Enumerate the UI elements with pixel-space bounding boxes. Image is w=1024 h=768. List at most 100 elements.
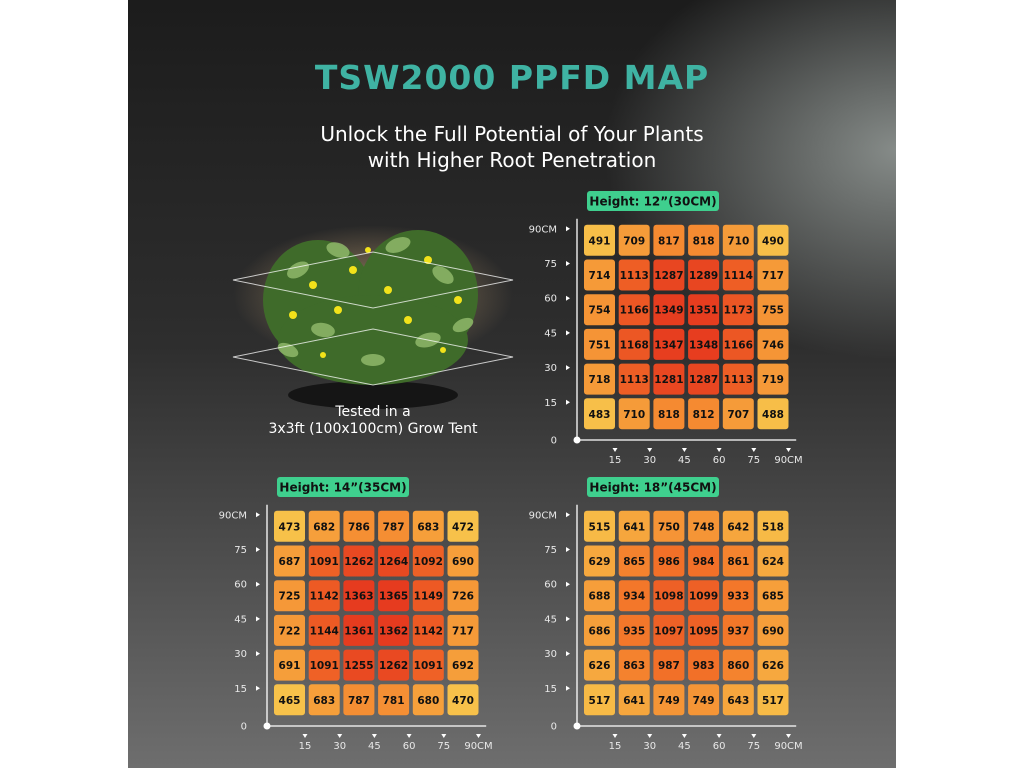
x-tick-arrow bbox=[302, 734, 308, 738]
height-badge bbox=[587, 477, 719, 497]
y-tick-arrow bbox=[566, 330, 570, 336]
plant-caption-line-2: 3x3ft (100x100cm) Grow Tent bbox=[268, 421, 478, 437]
ppfd-cell bbox=[722, 259, 754, 291]
ppfd-cell bbox=[308, 614, 340, 646]
y-tick-arrow bbox=[256, 616, 260, 622]
x-tick-arrow bbox=[751, 734, 757, 738]
x-tick-label: 75 bbox=[747, 455, 760, 466]
ppfd-cell bbox=[688, 545, 720, 577]
ppfd-cell-value: 683 bbox=[313, 695, 335, 707]
ppfd-cell-value: 984 bbox=[693, 556, 715, 568]
height-badge-label: Height: 12”(30CM) bbox=[589, 195, 716, 209]
ppfd-cell-value: 517 bbox=[589, 695, 611, 707]
ppfd-cell-value: 1347 bbox=[654, 339, 683, 351]
ppfd-cell-value: 1098 bbox=[654, 591, 683, 603]
ppfd-cell bbox=[378, 580, 410, 612]
ppfd-cell bbox=[308, 545, 340, 577]
subtitle-line-2: with Higher Root Penetration bbox=[367, 148, 657, 172]
y-tick-arrow bbox=[566, 365, 570, 371]
ppfd-cell bbox=[412, 510, 444, 542]
x-tick-label: 60 bbox=[403, 741, 416, 752]
y-tick-arrow bbox=[566, 547, 570, 552]
ppfd-cell-value: 690 bbox=[762, 625, 784, 637]
y-tick-label: 60 bbox=[234, 580, 247, 591]
x-tick-arrow bbox=[612, 734, 618, 738]
ppfd-cell-value: 781 bbox=[383, 695, 405, 707]
ppfd-cell-value: 861 bbox=[727, 556, 749, 568]
ppfd-cell-value: 641 bbox=[623, 521, 645, 533]
ppfd-cell-value: 1166 bbox=[724, 339, 753, 351]
ppfd-cell bbox=[722, 328, 754, 360]
ppfd-cell-value: 1113 bbox=[620, 270, 649, 282]
ppfd-cell-value: 860 bbox=[727, 660, 749, 672]
ppfd-cell-value: 817 bbox=[658, 235, 680, 247]
ppfd-cell bbox=[584, 545, 615, 577]
y-tick-label: 0 bbox=[551, 436, 557, 447]
ppfd-cell-value: 1264 bbox=[379, 556, 408, 568]
ppfd-cell bbox=[584, 294, 615, 326]
ppfd-cell-value: 517 bbox=[762, 695, 784, 707]
ppfd-cell-value: 1142 bbox=[310, 591, 339, 603]
ppfd-cell-value: 710 bbox=[623, 409, 645, 421]
ppfd-cell bbox=[722, 510, 754, 542]
ppfd-cell-value: 488 bbox=[762, 409, 784, 421]
ppfd-cell-value: 1362 bbox=[379, 625, 408, 637]
ppfd-cell bbox=[584, 363, 615, 395]
ppfd-cell-value: 812 bbox=[693, 409, 715, 421]
y-tick-label: 60 bbox=[544, 580, 557, 591]
y-tick-arrow bbox=[256, 685, 260, 691]
ppfd-cell bbox=[447, 649, 479, 681]
height-badge bbox=[277, 477, 409, 497]
ppfd-cell bbox=[688, 580, 720, 612]
ppfd-cell-value: 1091 bbox=[310, 556, 339, 568]
ppfd-cell bbox=[274, 545, 305, 577]
y-tick-label: 30 bbox=[544, 649, 557, 660]
ppfd-cell bbox=[688, 363, 720, 395]
ppfd-cell bbox=[584, 328, 615, 360]
ppfd-cell bbox=[274, 510, 305, 542]
ppfd-cell bbox=[653, 614, 685, 646]
ppfd-cell-value: 719 bbox=[762, 374, 784, 386]
ppfd-cell bbox=[378, 684, 410, 716]
ppfd-cell-value: 688 bbox=[589, 591, 611, 603]
ppfd-cell-value: 1144 bbox=[310, 625, 339, 637]
page-title: TSW2000 PPFD MAP bbox=[314, 58, 710, 97]
ppfd-cell-value: 491 bbox=[589, 235, 611, 247]
ppfd-cell bbox=[618, 224, 650, 256]
ppfd-cell bbox=[653, 649, 685, 681]
ppfd-cell-value: 717 bbox=[452, 625, 474, 637]
ppfd-cell bbox=[618, 614, 650, 646]
ppfd-cell bbox=[688, 259, 720, 291]
ppfd-map-panel: TSW2000 PPFD MAP Unlock the Full Potenti… bbox=[128, 0, 896, 768]
x-tick-arrow bbox=[612, 448, 618, 452]
x-tick-arrow bbox=[681, 448, 687, 452]
ppfd-cell-value: 515 bbox=[589, 521, 611, 533]
ppfd-cell bbox=[653, 580, 685, 612]
ppfd-cell-value: 1113 bbox=[620, 374, 649, 386]
x-tick-label: 90CM bbox=[774, 455, 802, 466]
ppfd-cell bbox=[688, 224, 720, 256]
ppfd-cell-value: 472 bbox=[452, 521, 474, 533]
ppfd-cell bbox=[653, 224, 685, 256]
y-tick-arrow bbox=[566, 651, 570, 657]
ppfd-cell bbox=[757, 580, 789, 612]
x-tick-label: 30 bbox=[643, 455, 656, 466]
ppfd-cell bbox=[378, 649, 410, 681]
ppfd-cell bbox=[757, 398, 789, 430]
ppfd-cell-value: 1092 bbox=[414, 556, 443, 568]
ppfd-cell-value: 749 bbox=[693, 695, 715, 707]
ppfd-heatmap-12in: Height: 12”(30CM) 90CM 75 60 45 30 15 0 15 30 45 60… bbox=[529, 191, 803, 466]
ppfd-cell-value: 934 bbox=[623, 591, 645, 603]
ppfd-cell-value: 1091 bbox=[310, 660, 339, 672]
ppfd-cell bbox=[757, 510, 789, 542]
x-tick-arrow bbox=[441, 734, 447, 738]
x-tick-label: 90CM bbox=[464, 741, 492, 752]
ppfd-cell-value: 470 bbox=[452, 695, 474, 707]
ppfd-cell bbox=[653, 294, 685, 326]
ppfd-cell-value: 629 bbox=[589, 556, 611, 568]
ppfd-cell bbox=[618, 545, 650, 577]
y-tick-label: 60 bbox=[544, 294, 557, 305]
ppfd-cell-value: 683 bbox=[417, 521, 439, 533]
ppfd-cell bbox=[412, 614, 444, 646]
ppfd-cell-value: 624 bbox=[762, 556, 784, 568]
